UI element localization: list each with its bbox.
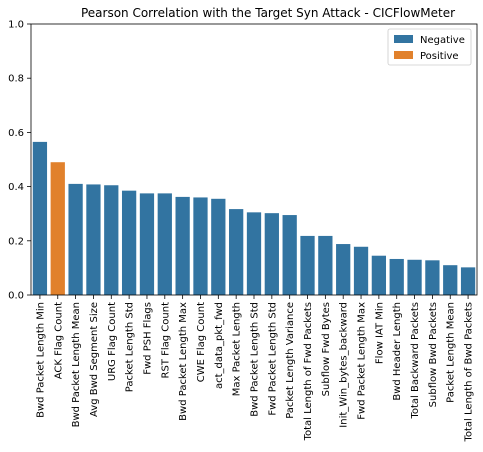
bar-17	[336, 244, 351, 295]
bar-23	[443, 265, 458, 295]
y-tick-label-4: 0.8	[8, 74, 24, 85]
bar-18	[353, 246, 369, 295]
x-tick-label-16: Subflow Fwd Bytes	[321, 302, 332, 396]
legend-label-negative: Negative	[420, 35, 465, 46]
x-tick-label-8: Bwd Packet Length Max	[178, 302, 189, 421]
x-tick-label-19: Flow IAT Min	[374, 302, 385, 364]
legend-label-positive: Positive	[420, 51, 459, 62]
x-tick-label-7: RST Flag Count	[160, 302, 171, 379]
bar-4	[104, 185, 119, 295]
y-tick-label-2: 0.4	[8, 182, 24, 193]
bar-12	[246, 212, 262, 295]
x-tick-label-18: Fwd Packet Length Max	[357, 302, 368, 420]
y-tick-label-5: 1.0	[8, 20, 24, 31]
y-tick-label-0: 0.0	[8, 291, 24, 302]
x-tick-label-13: Fwd Packet Length Std	[267, 302, 278, 416]
bars	[32, 141, 476, 296]
x-tick-label-14: Packet Length Variance	[285, 302, 296, 419]
x-axis: Bwd Packet Length Min ACK Flag Count Bwd P…	[35, 295, 475, 443]
x-tick-label-11: Max Packet Length	[232, 302, 243, 396]
bar-16	[318, 235, 333, 295]
y-tick-label-1: 0.2	[8, 236, 24, 247]
bar-9	[193, 197, 208, 295]
bar-6	[139, 193, 155, 296]
bar-10	[211, 198, 226, 295]
x-tick-label-15: Total Length of Fwd Packets	[303, 302, 314, 441]
bar-13	[264, 213, 279, 295]
y-axis: 0.0 0.2 0.4 0.6 0.8 1.0	[8, 20, 31, 302]
x-tick-label-4: URG Flag Count	[107, 302, 118, 381]
legend: Negative Positive	[387, 28, 472, 66]
bar-21	[407, 259, 422, 295]
bar-22	[425, 260, 440, 295]
x-tick-label-3: Avg Bwd Segment Size	[89, 302, 100, 417]
bar-15	[300, 235, 315, 295]
bar-8	[175, 196, 190, 295]
x-tick-label-10: act_data_pkt_fwd	[214, 302, 225, 389]
x-tick-label-23: Packet Length Mean	[446, 302, 457, 403]
bar-14	[282, 215, 297, 295]
x-tick-label-5: Packet Length Std	[125, 302, 136, 392]
x-tick-label-24: Total Length of Bwd Packets	[464, 302, 475, 443]
bar-24	[460, 267, 476, 295]
x-tick-label-17: Init_Win_bytes_backward	[339, 302, 350, 428]
bar-20	[389, 258, 404, 295]
y-tick-label-3: 0.6	[8, 128, 24, 139]
x-tick-label-1: ACK Flag Count	[53, 302, 64, 379]
bar-3	[86, 184, 101, 295]
bar-11	[229, 209, 244, 295]
bar-19	[371, 255, 387, 295]
bar-0	[32, 141, 48, 295]
x-tick-label-12: Bwd Packet Length Std	[250, 302, 261, 417]
x-tick-label-21: Total Backward Packets	[410, 302, 421, 420]
legend-swatch-positive	[394, 51, 413, 59]
x-tick-label-20: Bwd Header Length	[392, 302, 403, 401]
x-tick-label-6: Fwd PSH Flags	[142, 302, 153, 375]
bar-2	[68, 183, 83, 295]
legend-swatch-negative	[394, 35, 413, 43]
x-tick-label-9: CWE Flag Count	[196, 302, 207, 382]
bar-7	[157, 193, 172, 296]
chart-title: Pearson Correlation with the Target Syn …	[81, 6, 455, 20]
plot-frame	[30, 23, 478, 296]
x-tick-label-2: Bwd Packet Length Mean	[71, 302, 82, 427]
x-tick-label-22: Subflow Bwd Packets	[428, 302, 439, 407]
bar-5	[121, 190, 137, 295]
x-tick-label-0: Bwd Packet Length Min	[35, 302, 46, 418]
bar-1	[50, 162, 65, 295]
